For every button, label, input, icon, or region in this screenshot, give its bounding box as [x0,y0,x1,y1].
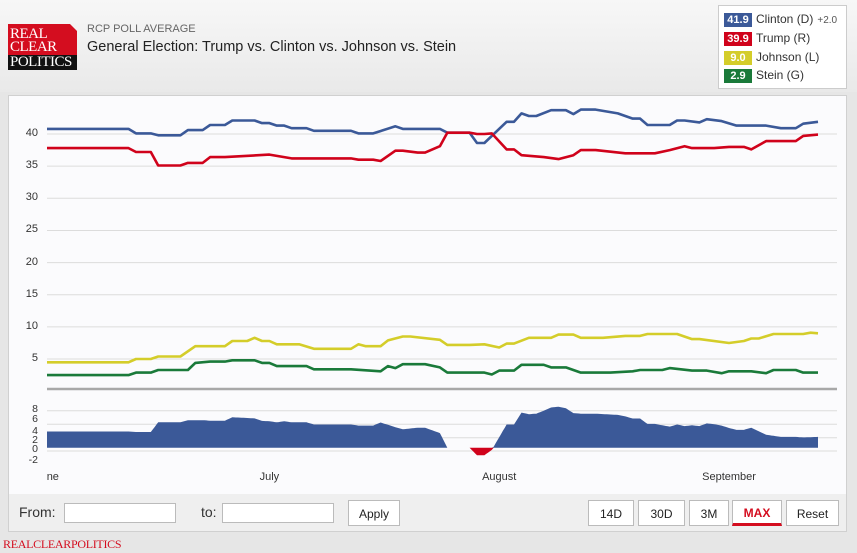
reset-button[interactable]: Reset [786,500,839,526]
chart-subtitle: RCP POLL AVERAGE [87,23,196,35]
y-tick-label: 40 [25,127,38,139]
range-30d-button[interactable]: 30D [638,500,685,526]
series-line-clinton [47,108,819,145]
range-max-button[interactable]: MAX [732,500,782,526]
to-date-input[interactable] [222,503,334,523]
range-3m-button[interactable]: 3M [689,500,729,526]
to-label: to: [201,504,217,520]
range-14d-button[interactable]: 14D [588,500,634,526]
y-tick-label: 20 [25,255,38,268]
legend-value: 41.9 [724,12,752,27]
legend-value: 39.9 [724,31,752,46]
spread-y-tick-label: 0 [32,443,38,455]
logo-text-politics: POLITICS [10,54,72,70]
x-tick-label: July [259,471,280,483]
footer-brand[interactable]: REALCLEARPOLITICS [3,537,122,551]
logo-text-clear: CLEAR [10,39,57,55]
from-date-input[interactable] [64,503,176,523]
legend-change: +2.0 [817,15,838,26]
legend-label: Clinton (D) [756,12,814,26]
spread-area-positive [47,406,818,448]
legend-item-johnson: 9.0 Johnson (L) [724,50,819,65]
apply-button[interactable]: Apply [348,500,400,526]
legend-item-stein: 2.9 Stein (G) [724,68,804,83]
legend-item-trump: 39.9 Trump (R) [724,31,810,46]
legend: 41.9 Clinton (D) +2.0 39.9 Trump (R) 9.0 Joh… [718,5,847,89]
range-controls: From: to: Apply 14D 30D 3M MAX Reset [8,494,847,532]
spread-y-tick-label: -2 [28,454,38,466]
legend-label: Trump (R) [756,31,811,45]
x-tick-label: June [47,471,59,483]
y-tick-label: 5 [31,352,38,365]
spread-y-tick-label: 8 [32,403,38,415]
logo-text-real: REAL [10,26,48,42]
from-label: From: [19,504,56,520]
series-line-stein [47,358,818,377]
header [0,0,857,92]
x-tick-label: September [702,471,756,483]
x-tick-label: August [482,471,517,483]
spread-y-tick-label: 2 [32,434,38,446]
spread-y-tick-label: 6 [32,413,38,425]
y-tick-label: 35 [25,159,38,172]
legend-label: Johnson (L) [756,50,820,64]
legend-item-clinton: 41.9 Clinton (D) +2.0 [724,12,837,27]
chart-title: General Election: Trump vs. Clinton vs. … [87,39,457,55]
y-tick-label: 15 [25,287,38,300]
legend-value: 9.0 [724,50,752,65]
x-axis: June July August September [47,465,837,485]
y-tick-label: 25 [25,223,38,236]
series-line-johnson [47,331,819,364]
legend-value: 2.9 [724,68,752,83]
y-tick-label: 30 [25,191,38,204]
legend-label: Stein (G) [756,68,805,82]
y-tick-label: 10 [25,319,38,332]
poll-chart [47,108,837,456]
rcp-logo[interactable]: REAL CLEAR POLITICS [8,24,77,70]
series-line-trump [47,131,819,167]
spread-y-tick-label: 4 [32,425,38,437]
